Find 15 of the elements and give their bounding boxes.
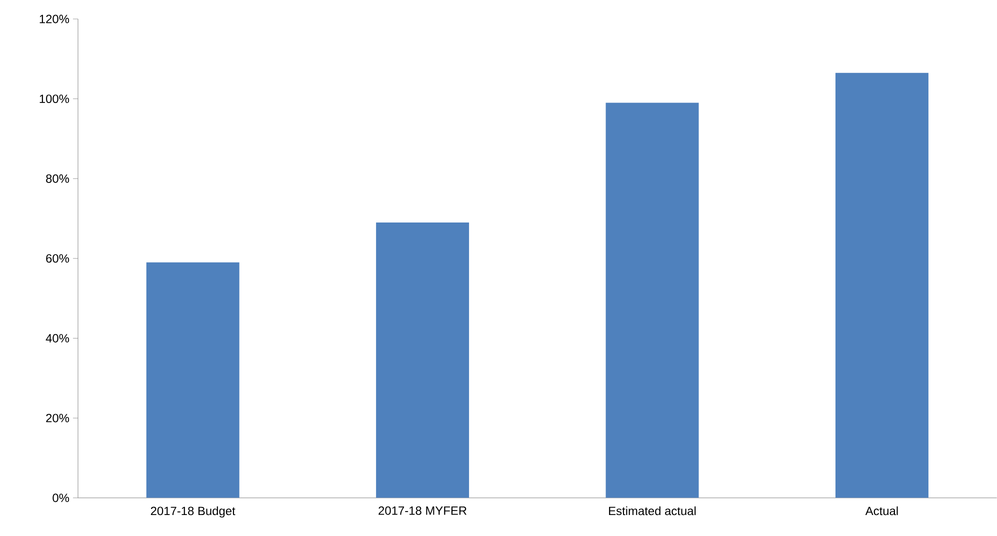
- y-tick-label: 60%: [46, 254, 70, 263]
- x-tick-label: Estimated actual: [609, 506, 696, 516]
- x-tick-label: 2017-18 MYFER: [378, 506, 466, 515]
- y-tick-label: 0%: [52, 494, 70, 502]
- x-tick-label: Actual: [865, 506, 898, 516]
- bar: [146, 262, 240, 498]
- y-tick-label: 40%: [46, 334, 70, 343]
- y-tick-label: 100%: [40, 94, 70, 104]
- x-tick-label: 2017-18 Budget: [150, 506, 236, 518]
- y-tick-label: 80%: [46, 174, 70, 183]
- y-tick-label: 20%: [46, 414, 70, 422]
- bar: [835, 72, 928, 498]
- y-tick-label: 120%: [40, 14, 70, 24]
- bar: [376, 222, 470, 498]
- bar: [606, 102, 699, 498]
